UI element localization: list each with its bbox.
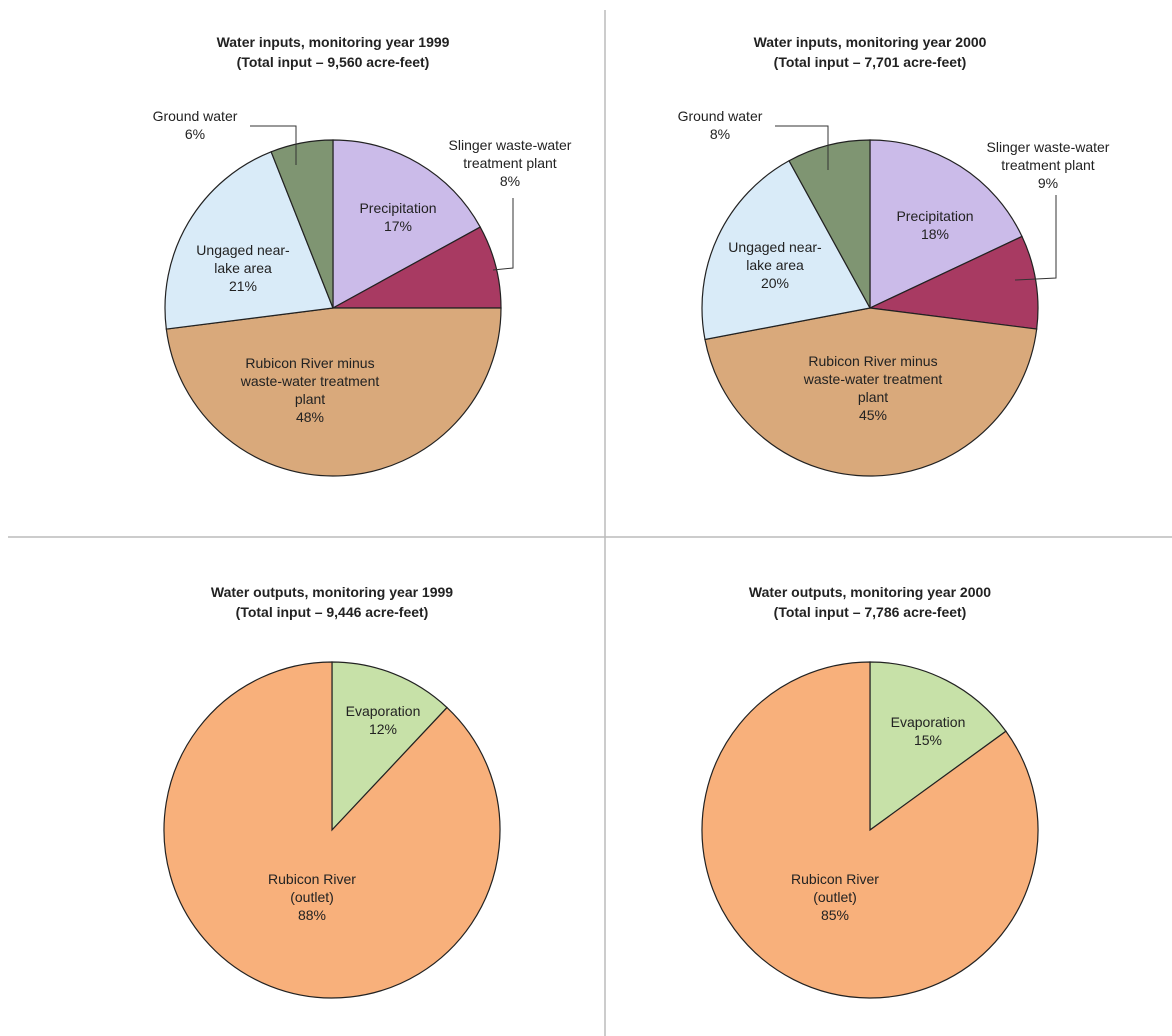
value-label: 21%	[228, 278, 258, 294]
slice-label: Rubicon River (outlet) 88%	[257, 870, 367, 924]
slice-label: Rubicon River minus waste-water treatmen…	[803, 352, 943, 424]
pie-slice	[164, 151, 334, 330]
chart-title: Water inputs, monitoring year 2000	[753, 34, 987, 50]
category-label: Ungaged near-lake area	[196, 242, 290, 276]
slice-label: Slinger waste-water treatment plant 9%	[968, 138, 1128, 192]
category-label: Ground water	[677, 108, 763, 124]
category-label: Evaporation	[890, 714, 966, 730]
value-label: 8%	[499, 173, 521, 189]
chart-subtitle: (Total input – 7,786 acre-feet)	[773, 604, 967, 620]
category-label: Precipitation	[359, 200, 437, 216]
pie-slice	[701, 159, 871, 341]
leader-line	[775, 125, 829, 170]
slice-label: Ungaged near-lake area 20%	[723, 238, 828, 292]
category-label: Rubicon River minus waste-water treatmen…	[803, 353, 943, 405]
chart-subtitle: (Total input – 9,446 acre-feet)	[235, 604, 429, 620]
value-label: 6%	[184, 126, 206, 142]
category-label: Rubicon River (outlet)	[268, 871, 356, 905]
pie-slice	[704, 307, 1038, 477]
category-label: Rubicon River minus waste-water treatmen…	[240, 355, 380, 407]
pie-slice	[165, 307, 502, 477]
pie-slice	[331, 661, 448, 832]
pie-slice	[163, 661, 501, 999]
value-label: 88%	[297, 907, 327, 923]
value-label: 20%	[760, 275, 790, 291]
value-label: 12%	[368, 721, 398, 737]
category-label: Ungaged near-lake area	[728, 239, 822, 273]
category-label: Evaporation	[345, 703, 421, 719]
slice-label: Ground water 6%	[140, 107, 250, 143]
slice-label: Slinger waste-water treatment plant 8%	[430, 136, 590, 190]
slice-label: Rubicon River (outlet) 85%	[780, 870, 890, 924]
pie-slice	[701, 661, 1039, 999]
chart-subtitle: (Total input – 9,560 acre-feet)	[236, 54, 430, 70]
slice-label: Rubicon River minus waste-water treatmen…	[240, 354, 380, 426]
category-label: Slinger waste-water treatment plant	[448, 137, 572, 171]
pie-slice	[869, 139, 1023, 309]
slice-label: Ungaged near-lake area 21%	[191, 241, 296, 295]
slice-label: Ground water 8%	[665, 107, 775, 143]
value-label: 18%	[920, 226, 950, 242]
value-label: 85%	[820, 907, 850, 923]
category-label: Slinger waste-water treatment plant	[986, 139, 1110, 173]
value-label: 48%	[295, 409, 325, 425]
value-label: 8%	[709, 126, 731, 142]
pie-slice	[869, 661, 1007, 832]
value-label: 9%	[1037, 175, 1059, 191]
value-label: 17%	[383, 218, 413, 234]
value-label: 15%	[913, 732, 943, 748]
category-label: Precipitation	[896, 208, 974, 224]
slice-label: Precipitation 17%	[338, 199, 458, 235]
leader-line	[492, 198, 514, 271]
pie-slice	[867, 235, 1039, 330]
pie-slice	[332, 139, 482, 310]
value-label: 45%	[858, 407, 888, 423]
chart-title: Water outputs, monitoring year 2000	[748, 584, 992, 600]
leader-line	[250, 125, 297, 165]
leader-line	[1014, 195, 1057, 281]
chart-subtitle: (Total input – 7,701 acre-feet)	[773, 54, 967, 70]
chart-title: Water outputs, monitoring year 1999	[210, 584, 454, 600]
slice-label: Evaporation 15%	[873, 713, 983, 749]
slice-label: Evaporation 12%	[328, 702, 438, 738]
category-label: Ground water	[152, 108, 238, 124]
pie-slice	[270, 139, 334, 309]
slice-label: Precipitation 18%	[875, 207, 995, 243]
chart-title: Water inputs, monitoring year 1999	[216, 34, 450, 50]
category-label: Rubicon River (outlet)	[791, 871, 879, 905]
